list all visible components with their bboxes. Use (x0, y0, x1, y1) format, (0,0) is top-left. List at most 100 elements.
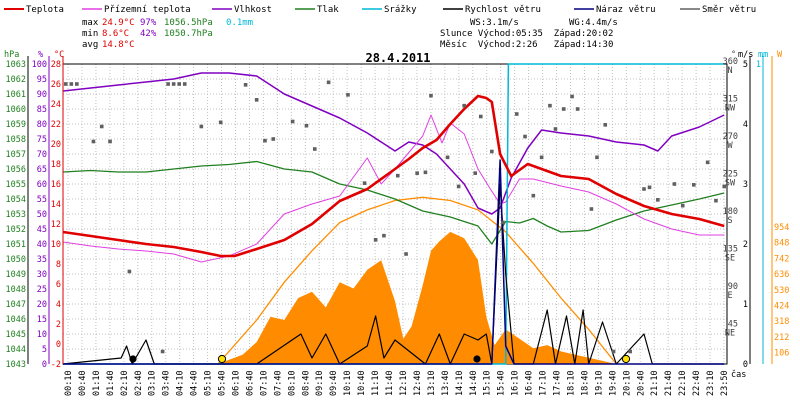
wind-direction-point (514, 112, 519, 116)
tick-label-hpa: 1059 (6, 120, 26, 130)
x-tick-label: 19:40 (608, 370, 618, 396)
x-tick-label: 13:40 (441, 370, 451, 396)
tick-label-percent: 50 (37, 210, 47, 220)
x-tick-label: 08:10 (287, 370, 297, 396)
wind-direction-point (680, 203, 685, 208)
axis-unit-celsius: °C (54, 50, 64, 60)
tick-label-hpa: 1046 (6, 315, 26, 325)
x-tick-label: 16:40 (525, 370, 535, 396)
series-naraz-vetru (63, 159, 725, 365)
x-tick-label: 04:10 (176, 370, 186, 396)
x-tick-label: 22:10 (678, 370, 688, 396)
x-tick-label: 20:40 (636, 370, 646, 396)
legend-label-prizemni: Přízemní teplota (104, 5, 191, 15)
x-tick-label: 18:10 (566, 370, 576, 396)
wind-direction-point (705, 160, 710, 165)
tick-label-direction: 315 (723, 95, 738, 105)
tick-label-radiation: 636 (774, 270, 789, 280)
x-tick-label: 09:40 (329, 370, 339, 396)
wind-direction-point (628, 349, 632, 354)
tick-label-percent: 70 (37, 150, 47, 160)
x-tick-label: 23:50 (720, 370, 730, 396)
tick-label-hpa: 1045 (6, 330, 26, 340)
wind-direction-point (692, 183, 696, 187)
wind-direction-point (91, 139, 96, 144)
wind-direction-point (326, 80, 331, 85)
wind-direction-point (647, 185, 652, 190)
x-tick-label: 07:10 (259, 370, 269, 396)
wind-direction-point (304, 123, 309, 128)
x-tick-label: 14:40 (469, 370, 479, 396)
tick-label-percent: 15 (37, 315, 47, 325)
wind-direction-point (539, 155, 544, 160)
tick-label-percent: 30 (37, 270, 47, 280)
wind-direction-point (395, 173, 400, 178)
tick-label-celsius: 2 (56, 320, 61, 330)
wind-direction-point (561, 107, 566, 111)
x-tick-label: 03:40 (162, 370, 172, 396)
tick-label-hpa: 1063 (6, 60, 26, 70)
tick-label-direction-compass: SW (725, 179, 736, 189)
tick-label-radiation: 424 (774, 302, 789, 312)
x-tick-label: 15:10 (483, 370, 493, 396)
x-tick-label: 12:40 (413, 370, 423, 396)
tick-label-radiation: 530 (774, 286, 789, 296)
tick-label-hpa: 1061 (6, 90, 26, 100)
tick-label-hpa: 1054 (6, 195, 26, 205)
wind-direction-point (423, 170, 428, 175)
tick-label-hpa: 1060 (6, 105, 26, 115)
tick-label-radiation: 848 (774, 239, 789, 249)
wind-direction-point (575, 107, 580, 111)
tick-label-percent: 45 (37, 225, 47, 235)
legend-item-vlhkost: Vlhkost (212, 5, 272, 15)
radiation-layer (63, 196, 725, 365)
tick-label-wind: 5 (743, 60, 748, 70)
tick-label-direction-compass: SE (725, 254, 735, 264)
wind-direction-point (99, 124, 104, 129)
wind-direction-layer (63, 80, 727, 354)
wind-direction-point (362, 181, 367, 185)
series-rychlost-vetru (62, 183, 725, 365)
tick-label-percent: 90 (37, 90, 47, 100)
series-prizemni-teplota (62, 114, 725, 263)
x-tick-label: 00:40 (78, 370, 88, 396)
tick-label-hpa: 1055 (6, 180, 26, 190)
x-tick-label: 21:10 (650, 370, 660, 396)
tick-label-celsius: 12 (51, 220, 61, 230)
legend-label-smer: Směr větru (702, 5, 756, 15)
tick-label-celsius: -2 (51, 360, 61, 370)
tick-label-celsius: 18 (51, 160, 61, 170)
stats-min-press: 1050.7hPa (164, 29, 213, 39)
axis-unit-rain: mm (758, 50, 768, 60)
markers-layer (129, 354, 631, 364)
x-tick-label: 01:10 (92, 370, 102, 396)
stats-block: max 24.9°C 97% 1056.5hPa 0.1mm min 8.6°C… (82, 18, 253, 50)
tick-label-hpa: 1053 (6, 210, 26, 220)
legend: Teplota Přízemní teplota Vlhkost Tlak Sr… (4, 5, 756, 15)
legend-item-tlak: Tlak (295, 5, 339, 15)
wind-direction-point (462, 103, 466, 108)
wind-direction-point (177, 82, 181, 86)
tick-label-percent: 100 (32, 60, 47, 70)
tick-label-direction-compass: W (727, 141, 733, 151)
tick-label-direction: 135 (723, 245, 738, 255)
x-tick-label: 11:40 (385, 370, 395, 396)
axis-unit-hpa: hPa (4, 50, 19, 60)
wind-direction-point (415, 171, 419, 175)
tick-label-percent: 10 (37, 330, 47, 340)
tick-label-celsius: 20 (51, 140, 61, 150)
legend-item-naraz: Náraz větru (574, 5, 656, 15)
stats-max-label: max (82, 18, 99, 28)
wind-direction-point (263, 138, 267, 143)
wind-direction-point (160, 349, 165, 354)
x-tick-label: 06:10 (231, 370, 241, 396)
series-theoretical-radiation (217, 196, 617, 365)
x-tick-label: 04:40 (190, 370, 200, 396)
tick-label-wind: 0 (743, 360, 748, 370)
legend-label-naraz: Náraz větru (596, 5, 656, 15)
wind-direction-point (501, 220, 505, 225)
wind-direction-point (672, 182, 677, 186)
tick-label-percent: 85 (37, 105, 47, 115)
wind-direction-point (531, 193, 536, 198)
wind-direction-point (243, 83, 248, 87)
